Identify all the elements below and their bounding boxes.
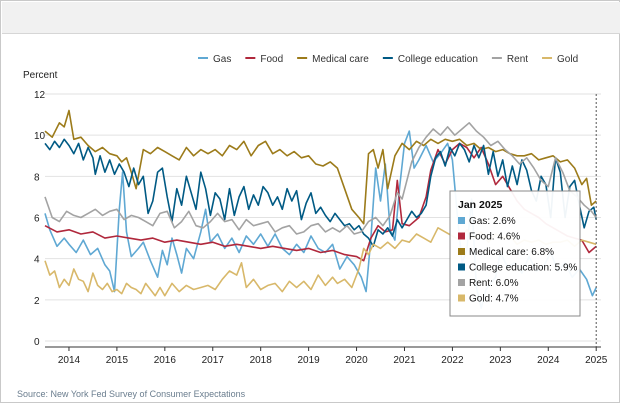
y-tick-label: 2 bbox=[34, 296, 40, 307]
tooltip-swatch bbox=[458, 232, 465, 240]
legend-label: Medical care bbox=[312, 54, 369, 65]
y-tick-label: 6 bbox=[34, 214, 40, 225]
x-tick-label: 2014 bbox=[58, 355, 81, 366]
source-note: Source: New York Fed Survey of Consumer … bbox=[17, 389, 246, 399]
y-tick-label: 12 bbox=[34, 90, 46, 101]
legend-item-college-education[interactable]: College education bbox=[382, 54, 478, 65]
y-tick-label: 4 bbox=[34, 255, 40, 266]
top-bar bbox=[2, 2, 620, 34]
x-tick-label: 2017 bbox=[202, 355, 225, 366]
series-line-medical-care bbox=[44, 109, 597, 225]
x-tick-label: 2015 bbox=[106, 355, 129, 366]
y-tick-label: 8 bbox=[34, 172, 40, 183]
y-tick-label: 10 bbox=[34, 131, 46, 142]
x-axis: 2014 2015 2016 2017 2018 2019 2020 2021 2022 2023… bbox=[45, 346, 608, 366]
tooltip-box bbox=[449, 190, 581, 317]
x-tick-label: 2016 bbox=[154, 355, 177, 366]
legend-item-food[interactable]: Food bbox=[245, 54, 283, 65]
legend-item-gold[interactable]: Gold bbox=[542, 54, 578, 65]
tooltip-swatch bbox=[458, 248, 465, 255]
x-tick-label: 2024 bbox=[537, 355, 560, 366]
tooltip-swatch bbox=[458, 294, 465, 302]
tooltip-item: College education: 5.9% bbox=[469, 263, 578, 274]
tooltip-swatch bbox=[458, 217, 465, 224]
legend-label: Gold bbox=[557, 54, 578, 65]
tooltip-swatch bbox=[458, 279, 465, 286]
tooltip-item: Gold: 4.7% bbox=[469, 294, 519, 305]
tooltip-item: Food: 4.6% bbox=[469, 232, 520, 243]
x-tick-label: 2022 bbox=[441, 355, 464, 366]
legend-label: Food bbox=[260, 54, 283, 65]
y-tick-label: 0 bbox=[34, 337, 40, 348]
y-axis-label: Percent bbox=[23, 70, 58, 81]
tooltip-item: Gas: 2.6% bbox=[469, 216, 516, 227]
legend-label: College education bbox=[398, 54, 478, 65]
legend-label: Gas bbox=[213, 54, 231, 65]
tooltip-item: Medical care: 6.8% bbox=[469, 247, 554, 258]
x-tick-label: 2023 bbox=[489, 355, 512, 366]
series-line-rent bbox=[44, 122, 597, 235]
x-tick-label: 2020 bbox=[345, 355, 368, 366]
legend: Gas Food Medical care College education Rent… bbox=[198, 54, 578, 65]
x-tick-label: 2025 bbox=[585, 355, 608, 366]
x-tick-label: 2021 bbox=[393, 355, 416, 366]
tooltip-swatch bbox=[458, 263, 465, 271]
x-tick-label: 2018 bbox=[250, 355, 273, 366]
hover-tooltip: Jan 2025 Gas: 2.6% Food: 4.6% Medical care:… bbox=[449, 94, 597, 347]
legend-item-rent[interactable]: Rent bbox=[491, 54, 528, 65]
x-tick-label: 2019 bbox=[297, 355, 320, 366]
series-line-college-education bbox=[44, 138, 597, 248]
tooltip-item: Rent: 6.0% bbox=[469, 278, 519, 289]
y-axis-ticks: 0 2 4 6 8 10 12 bbox=[34, 90, 46, 348]
legend-item-gas[interactable]: Gas bbox=[198, 54, 231, 65]
legend-label: Rent bbox=[507, 54, 528, 65]
legend-item-medical-care[interactable]: Medical care bbox=[297, 54, 369, 65]
tooltip-title: Jan 2025 bbox=[458, 199, 503, 211]
